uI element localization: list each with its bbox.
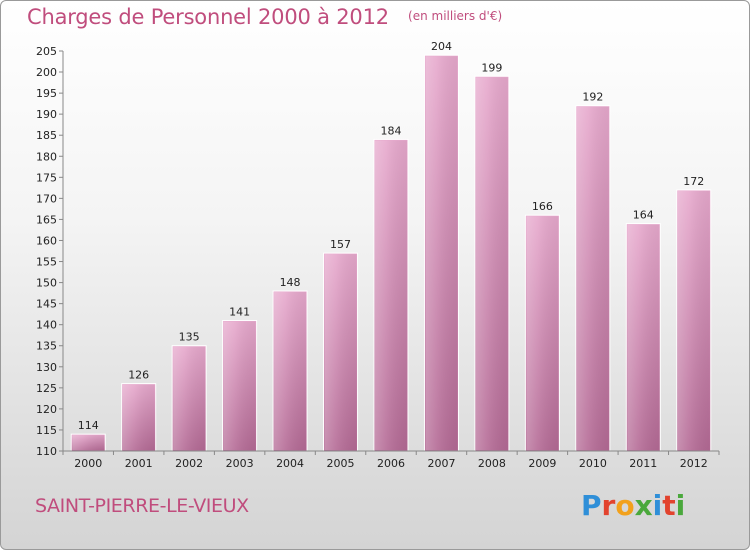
bar-shine: [122, 384, 155, 450]
x-tick-label: 2004: [276, 457, 304, 470]
bar-group: 199: [474, 61, 510, 452]
bar-shine: [324, 254, 357, 450]
bar-shine: [375, 140, 407, 450]
y-tick-label: 160: [36, 234, 57, 247]
bar-group: 114: [70, 419, 106, 452]
y-tick-label: 170: [36, 192, 57, 205]
y-tick-label: 190: [36, 108, 57, 121]
bar-shine: [425, 56, 458, 451]
logo-letter: t: [662, 489, 676, 522]
logo-letter: x: [634, 489, 653, 522]
bar-shine: [173, 346, 206, 450]
x-tick-label: 2000: [74, 457, 102, 470]
bar-value-label: 192: [582, 91, 603, 104]
chart-subtitle: (en milliers d'€): [408, 9, 503, 23]
proxiti-logo: Proxiti: [581, 489, 685, 522]
x-tick-label: 2009: [528, 457, 556, 470]
x-tick-label: 2003: [226, 457, 254, 470]
x-tick-label: 2002: [175, 457, 203, 470]
y-tick-label: 140: [36, 319, 57, 332]
y-tick-label: 150: [36, 277, 57, 290]
bar-shine: [72, 435, 105, 450]
city-name: SAINT-PIERRE-LE-VIEUX: [35, 495, 249, 517]
y-tick-label: 185: [36, 129, 57, 142]
bar-group: 164: [625, 209, 661, 452]
bar-value-label: 164: [633, 209, 654, 222]
title-block: Charges de Personnel 2000 à 2012 (en mil…: [27, 5, 502, 29]
logo-letter: i: [652, 489, 663, 522]
bar-group: 166: [524, 200, 560, 452]
y-tick-label: 180: [36, 150, 57, 163]
bar-group: 204: [423, 40, 459, 452]
y-tick-label: 165: [36, 213, 57, 226]
y-tick-label: 145: [36, 298, 57, 311]
bar-shine: [526, 216, 559, 450]
bar-value-label: 135: [179, 331, 200, 344]
bar-value-label: 166: [532, 200, 553, 213]
bar-group: 184: [373, 124, 409, 452]
x-tick-label: 2006: [377, 457, 405, 470]
logo-letter: i: [675, 489, 686, 522]
bar-group: 172: [676, 175, 712, 452]
y-tick-label: 200: [36, 66, 57, 79]
x-tick-label: 2011: [629, 457, 657, 470]
x-axis: 2000 2001 2002 2003 2004 2005 2006 2007 2008 2009…: [62, 450, 720, 470]
bars: 114 126 135 141 148 157 184 204 199 166 192 164 172: [70, 40, 712, 452]
x-tick-label: 2008: [478, 457, 506, 470]
bar-value-label: 157: [330, 238, 351, 251]
bar-shine: [576, 106, 609, 450]
x-tick-label: 2010: [579, 457, 607, 470]
y-tick-label: 125: [36, 382, 57, 395]
bar-group: 141: [222, 305, 258, 452]
logo-letter: r: [601, 489, 616, 522]
bar-group: 192: [575, 91, 611, 452]
chart-title: Charges de Personnel 2000 à 2012: [27, 5, 389, 29]
y-tick-label: 175: [36, 171, 57, 184]
y-tick-label: 110: [36, 445, 57, 458]
bar-value-label: 148: [280, 276, 301, 289]
bar-shine: [274, 292, 307, 450]
x-tick-label: 2012: [680, 457, 708, 470]
y-tick-label: 115: [36, 424, 57, 437]
bar-value-label: 204: [431, 40, 452, 53]
bar-shine: [223, 321, 256, 450]
bar-value-label: 141: [229, 305, 250, 318]
bar-group: 157: [323, 238, 359, 452]
y-axis: 110 115 120 125 130 135 140 145 150 155 160 165 170 1…: [36, 45, 64, 458]
y-tick-label: 135: [36, 340, 57, 353]
logo-letter: o: [615, 489, 635, 522]
y-tick-label: 120: [36, 403, 57, 416]
x-tick-label: 2005: [327, 457, 355, 470]
y-tick-label: 130: [36, 361, 57, 374]
bar-shine: [475, 77, 508, 451]
bar-shine: [677, 190, 710, 450]
x-tick-label: 2007: [427, 457, 455, 470]
y-tick-label: 205: [36, 45, 57, 58]
bar-group: 135: [171, 331, 207, 452]
bar-group: 148: [272, 276, 308, 452]
logo-letter: P: [581, 489, 602, 522]
bar-value-label: 114: [78, 419, 99, 432]
y-tick-label: 155: [36, 256, 57, 269]
bar-value-label: 126: [128, 369, 149, 382]
bar-group: 126: [121, 369, 157, 452]
y-tick-label: 195: [36, 87, 57, 100]
bar-shine: [627, 224, 660, 450]
x-tick-label: 2001: [125, 457, 153, 470]
bar-value-label: 184: [381, 124, 402, 137]
bar-value-label: 172: [683, 175, 704, 188]
bar-value-label: 199: [481, 61, 502, 74]
